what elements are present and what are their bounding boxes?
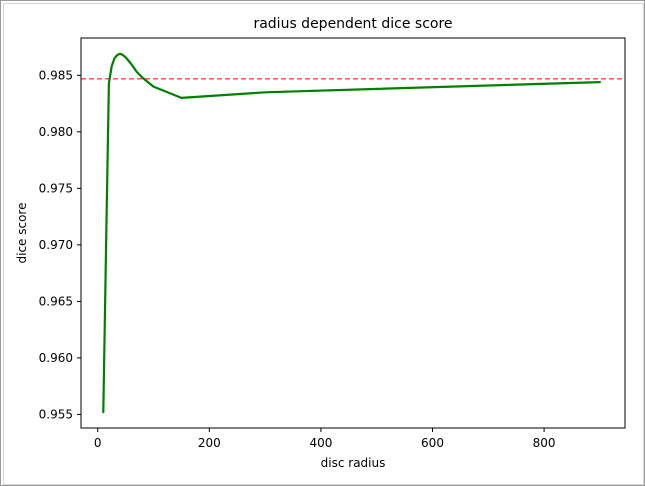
data-point	[152, 86, 155, 88]
series-line-dice-score	[102, 52, 602, 414]
x-axis-label: disc radius	[321, 456, 386, 470]
data-point	[119, 53, 121, 55]
chart-title: radius dependent dice score	[253, 16, 452, 32]
y-tick-label: 0.970	[39, 238, 73, 252]
y-axis-ticks: 0.955 0.960 0.965 0.970 0.975 0.980 0.985	[39, 68, 81, 421]
y-axis-label: dice score	[15, 203, 29, 264]
x-tick-label: 400	[309, 436, 332, 450]
x-tick-label: 0	[94, 436, 102, 450]
y-tick-label: 0.965	[39, 294, 73, 308]
data-point	[141, 76, 143, 79]
data-point	[113, 57, 116, 59]
y-tick-label: 0.975	[39, 181, 73, 195]
data-point	[599, 81, 601, 83]
data-point	[105, 244, 107, 246]
data-point	[125, 56, 127, 58]
plot-area	[81, 38, 625, 428]
y-tick-label: 0.980	[39, 125, 73, 139]
y-tick-label: 0.955	[39, 407, 73, 421]
data-point	[136, 71, 138, 73]
x-tick-label: 600	[421, 436, 444, 450]
data-point	[116, 54, 118, 56]
data-point	[122, 54, 124, 56]
plot-border	[80, 37, 626, 429]
data-point	[180, 97, 183, 99]
x-axis-ticks: 0 200 400 600 800	[94, 428, 556, 450]
y-tick-label: 0.985	[39, 68, 73, 82]
data-point	[108, 82, 110, 84]
x-tick-label: 200	[198, 436, 221, 450]
series-data-points	[102, 53, 601, 413]
data-point	[130, 63, 132, 65]
data-point	[111, 65, 113, 67]
data-point	[264, 91, 266, 93]
data-point	[102, 411, 104, 413]
x-tick-label: 800	[533, 436, 556, 450]
y-tick-label: 0.960	[39, 351, 73, 365]
